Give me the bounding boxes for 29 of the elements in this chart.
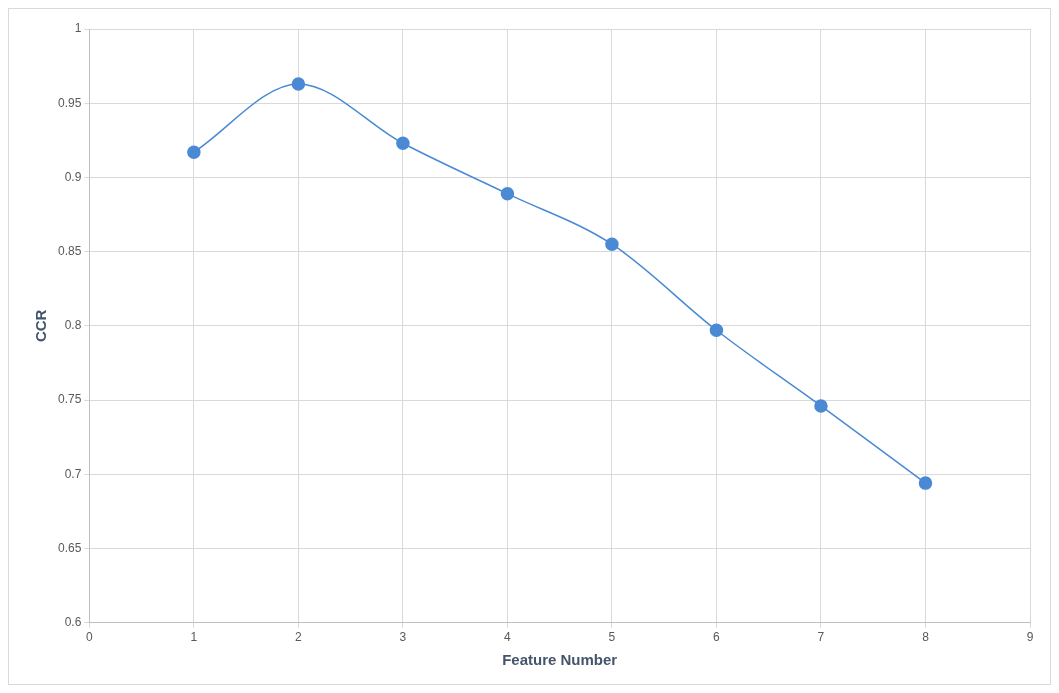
x-tick-label: 5	[608, 630, 616, 645]
x-tick-label: 4	[504, 630, 512, 645]
x-tick-label: 6	[713, 630, 721, 645]
x-tick-label: 3	[399, 630, 407, 645]
point	[187, 145, 201, 159]
point	[291, 77, 306, 91]
x-tick-label: 1	[190, 630, 198, 645]
y-tick-label: 0.95	[58, 95, 82, 110]
x-tick-label: 2	[295, 630, 303, 645]
x-axis-title: Feature Number	[502, 651, 618, 669]
point	[500, 186, 515, 201]
y-tick-label: 1	[74, 21, 82, 36]
y-tick-label: 0.65	[58, 540, 82, 555]
y-tick-label: 0.7	[64, 466, 82, 481]
point	[918, 476, 933, 490]
point	[814, 399, 828, 413]
x-tick-label: 9	[1026, 630, 1034, 645]
point	[396, 136, 410, 151]
y-tick-label: 0.9	[64, 169, 82, 184]
y-axis-title: CCR	[32, 309, 50, 343]
y-tick-label: 0.8	[64, 318, 82, 333]
y-tick-label: 0.6	[64, 614, 82, 629]
y-tick-label: 0.75	[58, 392, 82, 407]
x-tick-label: 7	[817, 630, 825, 645]
y-tick-label: 0.85	[58, 243, 82, 258]
point	[605, 237, 619, 251]
x-tick-label: 8	[922, 630, 930, 645]
x-tick-label: 0	[86, 630, 94, 645]
point	[709, 323, 724, 337]
